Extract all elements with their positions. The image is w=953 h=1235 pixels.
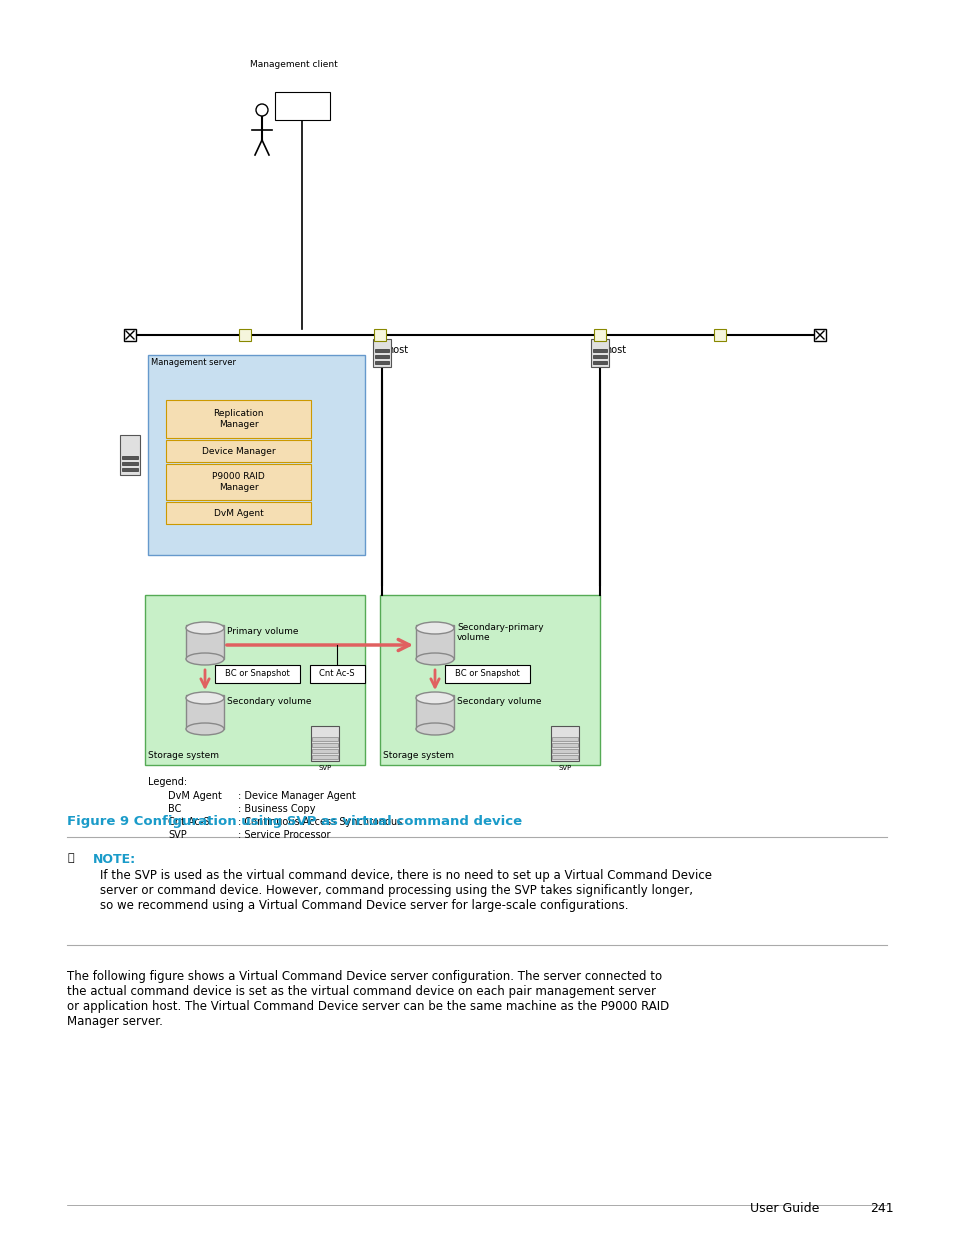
Text: Secondary-primary
volume: Secondary-primary volume — [456, 622, 543, 642]
Bar — [166, 400, 311, 438]
Text: NOTE:: NOTE: — [92, 853, 136, 866]
Text: Secondary volume: Secondary volume — [227, 697, 312, 706]
Bar — [375, 361, 389, 364]
Text: Management client: Management client — [250, 61, 337, 69]
Text: P9000 RAID
Manager: P9000 RAID Manager — [212, 472, 265, 492]
Text: Figure 9 Configuration using SVP as virtual command device: Figure 9 Configuration using SVP as virt… — [67, 815, 521, 827]
Bar — [593, 361, 606, 364]
Bar — [166, 501, 311, 524]
Bar — [593, 350, 606, 352]
Ellipse shape — [416, 692, 454, 704]
Bar — [594, 329, 605, 341]
Bar — [552, 755, 578, 758]
Text: Cnt Ac-S: Cnt Ac-S — [168, 818, 210, 827]
Ellipse shape — [186, 653, 224, 664]
Bar — [274, 91, 330, 120]
Text: 241: 241 — [869, 1202, 893, 1215]
Bar — [122, 456, 138, 459]
Bar — [239, 329, 251, 341]
Bar — [186, 695, 224, 729]
Text: SVP: SVP — [558, 764, 571, 771]
Ellipse shape — [416, 653, 454, 664]
Bar — [312, 742, 337, 746]
Text: The following figure shows a Virtual Command Device server configuration. The se: The following figure shows a Virtual Com… — [67, 969, 669, 1028]
Text: host: host — [387, 345, 408, 354]
Text: : Business Copy: : Business Copy — [237, 804, 315, 814]
Text: : Continuous Access Synchronous: : Continuous Access Synchronous — [237, 818, 402, 827]
Bar — [166, 440, 311, 462]
Text: host: host — [604, 345, 625, 354]
Bar — [813, 329, 825, 341]
Text: DvM Agent: DvM Agent — [168, 790, 222, 802]
Text: If the SVP is used as the virtual command device, there is no need to set up a V: If the SVP is used as the virtual comman… — [100, 869, 711, 911]
Text: Management server: Management server — [151, 358, 235, 367]
Text: Storage system: Storage system — [148, 751, 219, 760]
Bar — [312, 736, 337, 741]
Text: Secondary volume: Secondary volume — [456, 697, 541, 706]
Bar — [311, 725, 338, 761]
Text: Replication
Manager: Replication Manager — [213, 409, 263, 429]
Bar — [166, 464, 311, 500]
Bar — [375, 354, 389, 358]
Bar — [373, 338, 391, 367]
Bar — [312, 755, 337, 758]
Circle shape — [255, 104, 268, 116]
Bar — [379, 595, 599, 764]
Bar — [312, 748, 337, 752]
Bar — [145, 595, 365, 764]
Text: DvM Agent: DvM Agent — [213, 509, 263, 517]
Text: BC or Snapshot: BC or Snapshot — [455, 669, 518, 678]
Bar — [122, 468, 138, 471]
Text: BC or Snapshot: BC or Snapshot — [224, 669, 289, 678]
Bar — [552, 742, 578, 746]
Bar — [713, 329, 725, 341]
Text: Legend:: Legend: — [148, 777, 187, 787]
Text: SVP: SVP — [318, 764, 332, 771]
Ellipse shape — [186, 692, 224, 704]
Bar — [214, 664, 299, 683]
Bar — [444, 664, 530, 683]
Text: Primary volume: Primary volume — [227, 627, 298, 636]
Text: User Guide: User Guide — [749, 1202, 819, 1215]
Bar — [416, 695, 454, 729]
Bar — [148, 354, 365, 555]
Text: BC: BC — [168, 804, 181, 814]
Bar — [122, 462, 138, 466]
Ellipse shape — [416, 622, 454, 634]
Bar — [120, 435, 140, 475]
Text: 📝: 📝 — [67, 853, 73, 863]
Bar — [416, 625, 454, 659]
Bar — [375, 350, 389, 352]
Bar — [552, 748, 578, 752]
Ellipse shape — [186, 722, 224, 735]
Ellipse shape — [186, 622, 224, 634]
Text: SVP: SVP — [168, 830, 187, 840]
Text: Web
client: Web client — [276, 95, 300, 115]
Bar — [374, 329, 386, 341]
Text: Storage system: Storage system — [382, 751, 454, 760]
Text: Cnt Ac-S: Cnt Ac-S — [319, 669, 355, 678]
Bar — [124, 329, 136, 341]
Bar — [186, 625, 224, 659]
Bar — [593, 354, 606, 358]
Text: Device Manager: Device Manager — [201, 447, 275, 456]
Ellipse shape — [416, 722, 454, 735]
Bar — [552, 736, 578, 741]
Bar — [310, 664, 365, 683]
Text: : Device Manager Agent: : Device Manager Agent — [237, 790, 355, 802]
Bar — [590, 338, 608, 367]
Bar — [551, 725, 578, 761]
Text: : Service Processor: : Service Processor — [237, 830, 330, 840]
